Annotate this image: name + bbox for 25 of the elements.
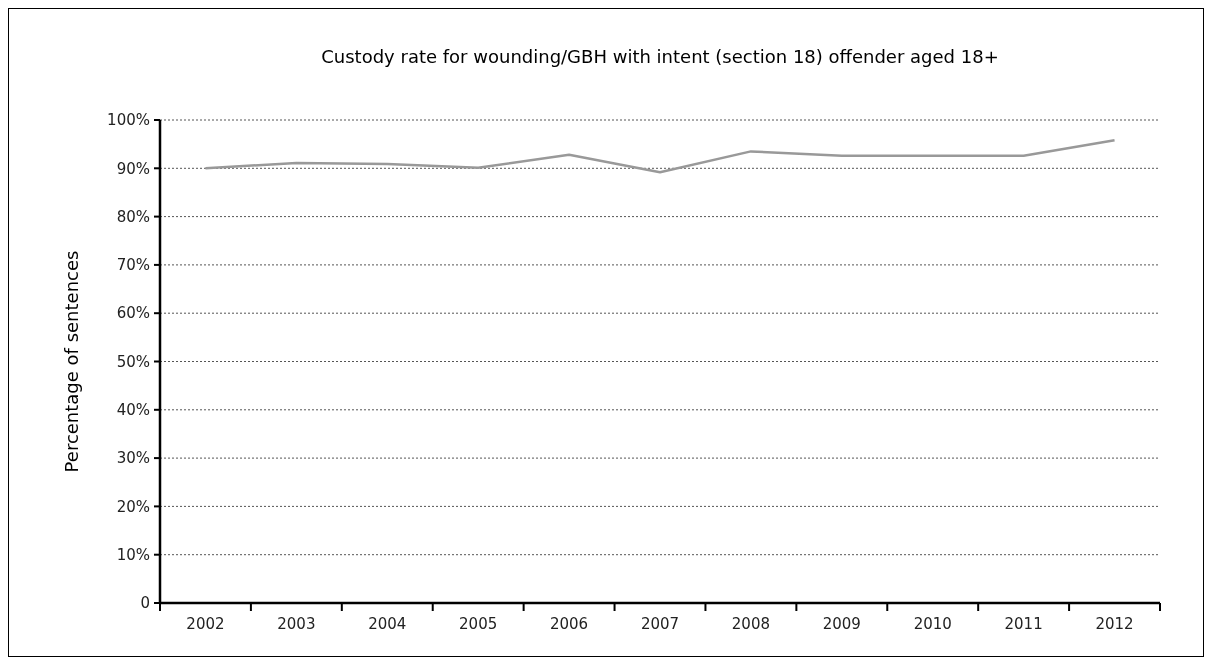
y-tick-label: 20%: [116, 497, 150, 516]
x-tick-label: 2003: [277, 615, 316, 633]
y-tick-label: 50%: [116, 352, 150, 371]
y-tick-label: 40%: [116, 401, 150, 420]
x-tick-label: 2008: [731, 615, 770, 633]
y-tick-label: 30%: [116, 449, 150, 468]
x-tick-label: 2002: [186, 615, 225, 633]
x-tick-label: 2006: [550, 615, 589, 633]
x-tick-label: 2009: [822, 615, 861, 633]
x-tick-label: 2004: [368, 615, 407, 633]
line-series: [204, 139, 1116, 174]
chart-title: Custody rate for wounding/GBH with intent (section 18) offender aged 18+: [321, 46, 999, 67]
x-tick-label: 2011: [1004, 615, 1043, 633]
x-tick-label: 2005: [459, 615, 498, 633]
x-tick-label: 2007: [640, 615, 680, 633]
y-tick-label: 10%: [116, 545, 150, 564]
x-tick-label: 2012: [1095, 615, 1134, 633]
y-tick-label: 0: [140, 594, 150, 613]
y-tick-label: 90%: [116, 159, 150, 178]
y-tick-label: 70%: [116, 256, 150, 275]
x-tick-label: 2010: [913, 615, 952, 633]
y-tick-label: 80%: [116, 207, 150, 226]
y-axis-title: Percentage of sentences: [61, 250, 82, 473]
y-tick-label: 60%: [116, 304, 150, 323]
y-tick-label: 100%: [107, 111, 150, 130]
